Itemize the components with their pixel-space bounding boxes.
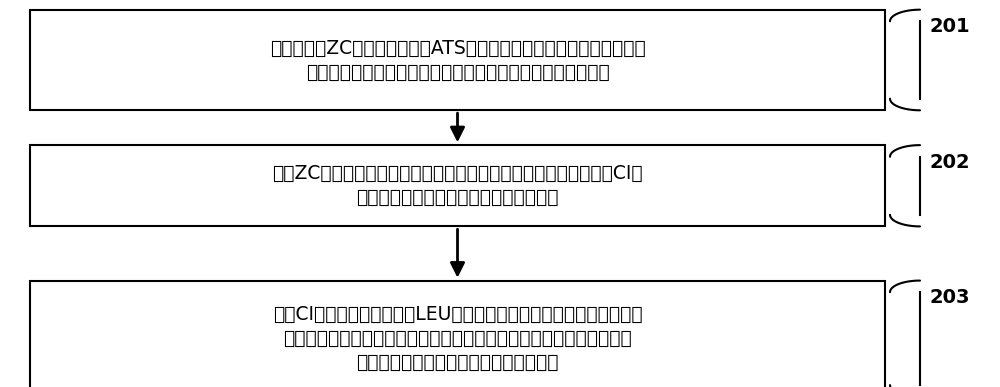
Text: 发送至车载信号设备控制列车的运行速度: 发送至车载信号设备控制列车的运行速度 [356, 353, 559, 372]
FancyBboxPatch shape [30, 281, 885, 387]
Text: 所述CI通过线路侧电子设备LEU将所述临时限速值发送至可变应答器，: 所述CI通过线路侧电子设备LEU将所述临时限速值发送至可变应答器， [273, 305, 642, 324]
FancyBboxPatch shape [30, 145, 885, 226]
Text: 203: 203 [930, 288, 970, 307]
Text: 信息包括临时限速范围和所述临时限速范围对应的临时限速值: 信息包括临时限速范围和所述临时限速范围对应的临时限速值 [306, 62, 609, 82]
Text: 区域控制器ZC接收终端服务器ATS下发的临时限速信息，所述临时限速: 区域控制器ZC接收终端服务器ATS下发的临时限速信息，所述临时限速 [270, 38, 645, 58]
Text: 送与所述临时限速范围对应的临时限速值: 送与所述临时限速范围对应的临时限速值 [356, 188, 559, 207]
Text: 202: 202 [930, 153, 970, 172]
Text: 以使在列车经过所述可变应答器时，所述可变应答器将所述临时限速值: 以使在列车经过所述可变应答器时，所述可变应答器将所述临时限速值 [283, 329, 632, 348]
FancyBboxPatch shape [30, 10, 885, 110]
Text: 所述ZC根据所述临时限速信息，向所述临时限速范围内的联锁设备CI发: 所述ZC根据所述临时限速信息，向所述临时限速范围内的联锁设备CI发 [272, 164, 643, 183]
Text: 201: 201 [930, 17, 970, 36]
